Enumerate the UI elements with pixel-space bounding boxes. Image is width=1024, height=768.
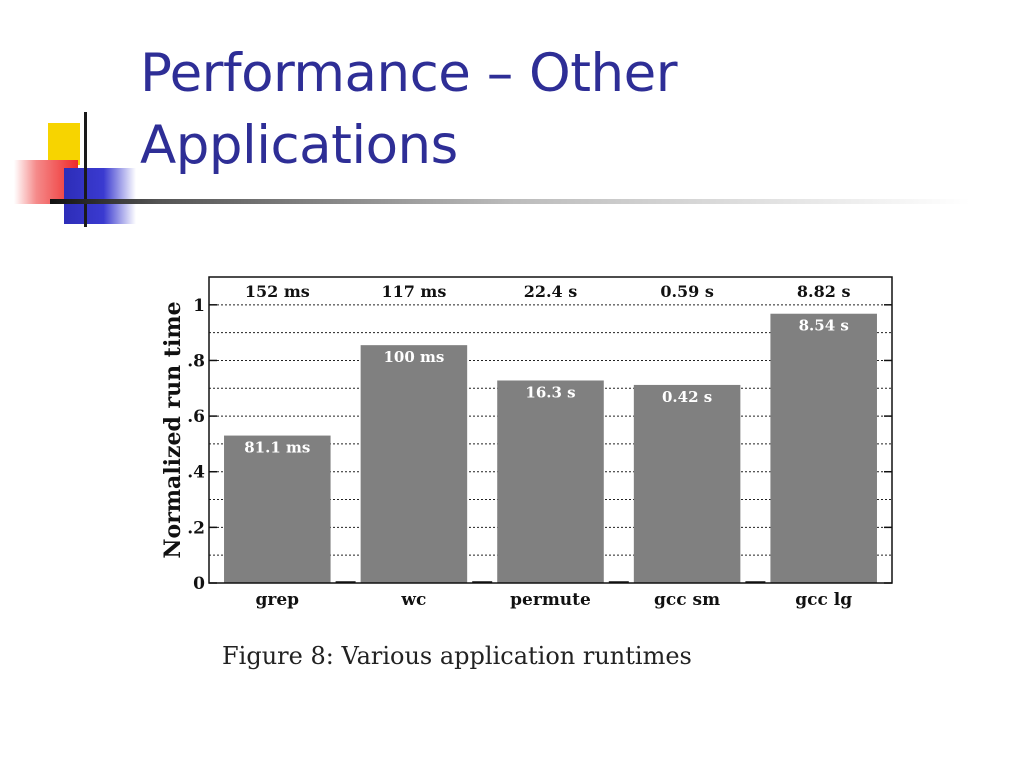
x-category-label: gcc lg xyxy=(795,590,852,610)
decorative-yellow-square xyxy=(48,123,80,165)
top-value-label: 8.82 s xyxy=(797,282,851,301)
top-value-label: 0.59 s xyxy=(660,282,714,301)
top-value-label: 117 ms xyxy=(381,282,446,301)
bars xyxy=(224,313,877,583)
decorative-vertical-line xyxy=(84,112,87,227)
bar-value-label: 100 ms xyxy=(383,348,444,366)
top-value-label: 22.4 s xyxy=(524,282,578,301)
y-tick-label: .6 xyxy=(187,407,205,427)
x-category-label: wc xyxy=(400,590,426,610)
bar-value-label: 16.3 s xyxy=(525,383,575,401)
figure-caption: Figure 8: Various application runtimes xyxy=(222,642,692,670)
x-category-label: grep xyxy=(256,590,300,610)
bar xyxy=(224,435,331,583)
x-category-label: gcc sm xyxy=(654,590,720,610)
y-tick-label: 1 xyxy=(193,296,205,316)
runtime-bar-chart: 0 .2 .4 .6 .8 1 81.1 ms 152 ms grep 100 ms 117 ms w… xyxy=(160,276,893,610)
plot-frame xyxy=(208,276,893,584)
bar-value-label: 0.42 s xyxy=(662,388,712,406)
axes xyxy=(208,276,893,584)
top-value-label: 152 ms xyxy=(245,282,310,301)
slide-title-line2: Applications xyxy=(140,115,458,176)
bar-value-label: 81.1 ms xyxy=(244,439,310,457)
bar xyxy=(360,345,468,583)
x-category-label: permute xyxy=(510,590,591,610)
bar xyxy=(633,384,741,583)
slide-title: Performance – Other Applications xyxy=(140,38,678,182)
labels: 0 .2 .4 .6 .8 1 81.1 ms 152 ms grep 100 ms 117 ms w… xyxy=(187,282,852,610)
decorative-blue-square xyxy=(64,168,136,224)
slide-title-line1: Performance – Other xyxy=(140,43,678,104)
y-tick-label: 0 xyxy=(193,574,205,594)
y-tick-label: .4 xyxy=(187,463,205,483)
title-underline xyxy=(50,199,970,204)
y-tick-label: .2 xyxy=(187,518,205,538)
bar xyxy=(497,380,604,583)
y-axis-label: Normalized run time xyxy=(160,301,186,558)
bar-value-label: 8.54 s xyxy=(799,317,849,335)
bar xyxy=(770,313,877,583)
y-tick-label: .8 xyxy=(187,351,205,371)
